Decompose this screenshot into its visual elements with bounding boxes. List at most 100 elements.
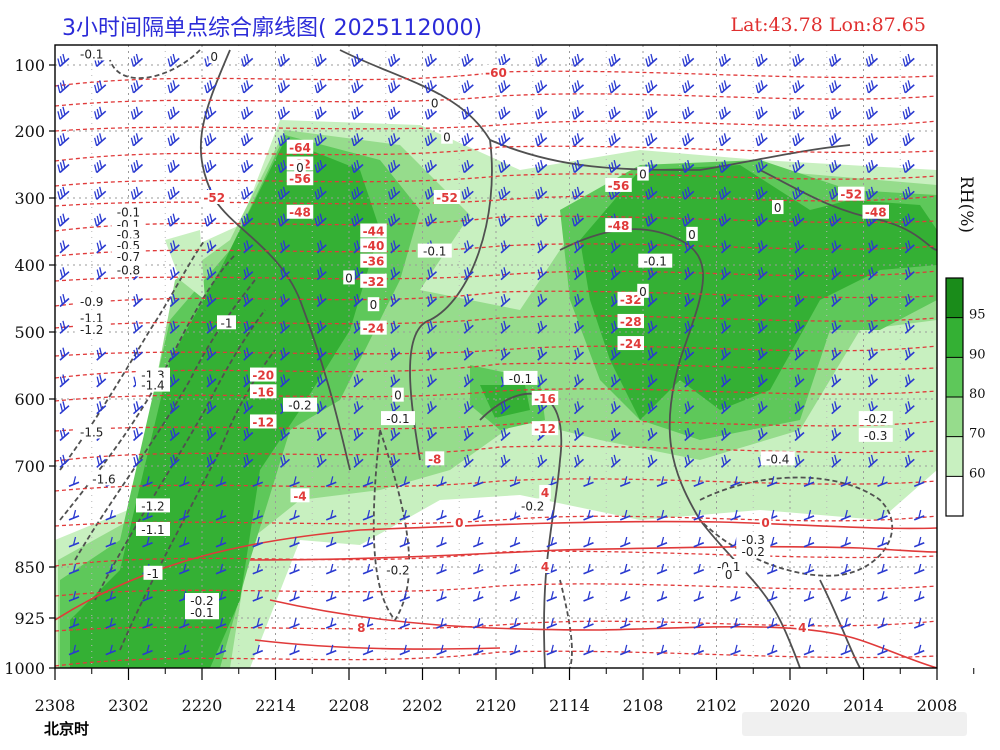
wind-barb	[766, 618, 778, 629]
wind-barb	[902, 106, 915, 120]
wind-barb	[865, 53, 879, 67]
wind-barb	[388, 106, 401, 120]
temperature-contour-dashed	[55, 388, 937, 402]
temperature-label-group: 4	[796, 620, 808, 635]
wind-barb	[68, 476, 80, 487]
wind-barb	[436, 591, 447, 602]
wind-barb	[362, 536, 374, 548]
wind-barb	[720, 454, 732, 468]
wind-barb	[766, 476, 778, 487]
omega-contour	[699, 476, 893, 577]
wind-barb	[436, 644, 447, 656]
temperature-contour-dashed	[55, 93, 937, 107]
omega-label: -0.3	[742, 533, 765, 547]
wind-barb	[730, 591, 741, 602]
temperature-label: -52	[203, 191, 225, 205]
wind-barb	[252, 476, 264, 487]
omega-label-group: 0	[637, 283, 649, 299]
wind-barb	[215, 563, 227, 575]
wind-barb	[831, 240, 842, 254]
omega-contour	[479, 392, 563, 668]
temperature-label: -48	[608, 219, 630, 233]
omega-label-group: -0.3	[858, 427, 893, 443]
colorbar-label: 70	[969, 427, 986, 442]
omega-label-bg	[136, 377, 170, 392]
temperature-label-bg	[360, 223, 387, 238]
omega-label-group: -1	[217, 315, 236, 330]
wind-barb	[720, 347, 732, 361]
wind-barb	[388, 213, 401, 227]
wind-barb	[794, 293, 805, 308]
wind-barb	[277, 133, 291, 147]
wind-barb	[353, 267, 364, 281]
wind-barb	[867, 240, 879, 254]
wind-barb	[647, 240, 658, 254]
omega-label: -0.1	[509, 372, 532, 386]
wind-barb	[277, 186, 291, 200]
omega-label: 0	[774, 201, 782, 215]
wind-barb	[314, 186, 327, 200]
temperature-contour-dashed	[55, 345, 937, 357]
wind-barb	[498, 80, 511, 94]
wind-barb	[684, 240, 695, 254]
wind-barb	[243, 347, 254, 361]
wind-barb	[461, 106, 474, 120]
wind-barb	[426, 320, 438, 334]
x-tick-label: 2120	[476, 696, 517, 715]
temperature-label-bg	[796, 620, 808, 634]
rh-95-east	[580, 165, 937, 420]
temperature-label-group: -64	[286, 139, 314, 155]
wind-barb	[252, 536, 264, 548]
wind-barb	[243, 293, 254, 308]
wind-barb	[463, 374, 474, 388]
wind-barb	[498, 186, 511, 200]
y-tick-label: 500	[14, 323, 45, 342]
wind-barb	[913, 509, 925, 521]
wind-barb	[252, 563, 264, 575]
wind-barb	[289, 476, 300, 487]
wind-barb	[877, 536, 888, 548]
omega-label-bg	[367, 297, 380, 312]
timezone-label: 北京时	[44, 720, 90, 738]
wind-barb	[463, 293, 474, 308]
wind-barb	[684, 427, 695, 442]
omega-label-bg	[185, 605, 219, 620]
wind-barb	[241, 53, 254, 67]
omega-label-bg	[136, 521, 170, 536]
wind-barb	[840, 591, 852, 602]
wind-barb	[913, 644, 925, 656]
temperature-label-bg	[286, 204, 314, 219]
wind-barb	[794, 240, 805, 254]
wind-barb	[755, 186, 768, 200]
wind-barb	[461, 53, 474, 67]
wind-barb	[424, 159, 438, 174]
omega-label-group: 0	[686, 226, 698, 242]
wind-barb	[757, 374, 768, 388]
omega-label-group: -0.8	[111, 262, 146, 277]
wind-barb	[68, 563, 80, 575]
wind-barb	[59, 320, 70, 334]
temperature-labels: -60-64-62-56-52-48-44-40-36-32-52-56-48-…	[201, 64, 889, 635]
colorbar-label: 90	[969, 347, 986, 362]
wind-barb	[500, 293, 511, 308]
wind-barb	[904, 401, 915, 415]
wind-barb	[718, 80, 732, 94]
temperature-label-bg	[250, 384, 277, 399]
wind-barb	[351, 106, 364, 120]
wind-barb	[500, 427, 511, 442]
y-tick-label: 200	[14, 122, 45, 141]
temperature-label-bg	[250, 367, 277, 382]
wind-barb	[720, 427, 732, 442]
wind-barb	[316, 374, 327, 388]
wind-barb	[610, 374, 621, 388]
wind-barb	[610, 347, 621, 361]
wind-barb	[792, 213, 805, 227]
wind-barb	[169, 320, 180, 334]
wind-barb	[204, 213, 217, 227]
wind-barb	[619, 536, 631, 548]
wind-barb	[96, 401, 107, 415]
omega-label-group: 0	[772, 200, 784, 215]
wind-barb	[684, 401, 695, 415]
wind-barb	[573, 293, 585, 308]
wind-barb	[314, 159, 327, 174]
